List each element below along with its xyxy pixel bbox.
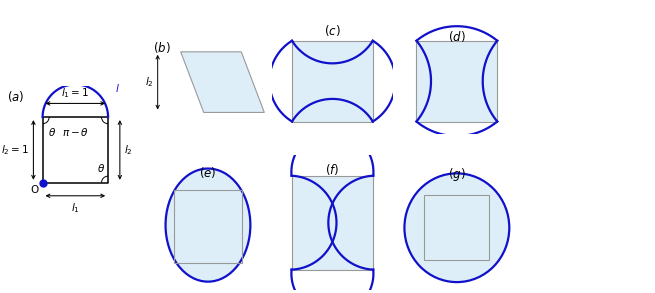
Bar [424, 195, 489, 260]
Text: $l_1 = 1$: $l_1 = 1$ [61, 86, 90, 100]
Text: $\theta$: $\theta$ [97, 162, 105, 174]
Text: $(b)$: $(b)$ [153, 40, 171, 55]
Text: $l_2$: $l_2$ [145, 75, 154, 89]
Polygon shape [181, 52, 265, 113]
Text: $l_2 = 1$: $l_2 = 1$ [1, 143, 29, 157]
Bar [292, 41, 373, 122]
Text: $(a)$: $(a)$ [7, 89, 24, 104]
Text: $(g)$: $(g)$ [448, 166, 466, 183]
Text: $(d)$: $(d)$ [448, 29, 466, 44]
Bar [174, 190, 242, 263]
Ellipse shape [166, 168, 250, 282]
Text: $(f)$: $(f)$ [326, 162, 339, 177]
Bar [291, 176, 373, 270]
Text: $\theta$: $\theta$ [48, 126, 56, 138]
Bar [417, 41, 497, 122]
Text: $l$: $l$ [115, 81, 119, 93]
Text: $(e)$: $(e)$ [199, 164, 217, 180]
Text: $(c)$: $(c)$ [324, 23, 341, 38]
Text: $l_1$: $l_1$ [71, 201, 80, 215]
Text: $\pi - \theta$: $\pi - \theta$ [62, 126, 89, 138]
Ellipse shape [404, 173, 510, 282]
Text: O: O [30, 185, 39, 195]
Text: $l_2$: $l_2$ [124, 143, 132, 157]
